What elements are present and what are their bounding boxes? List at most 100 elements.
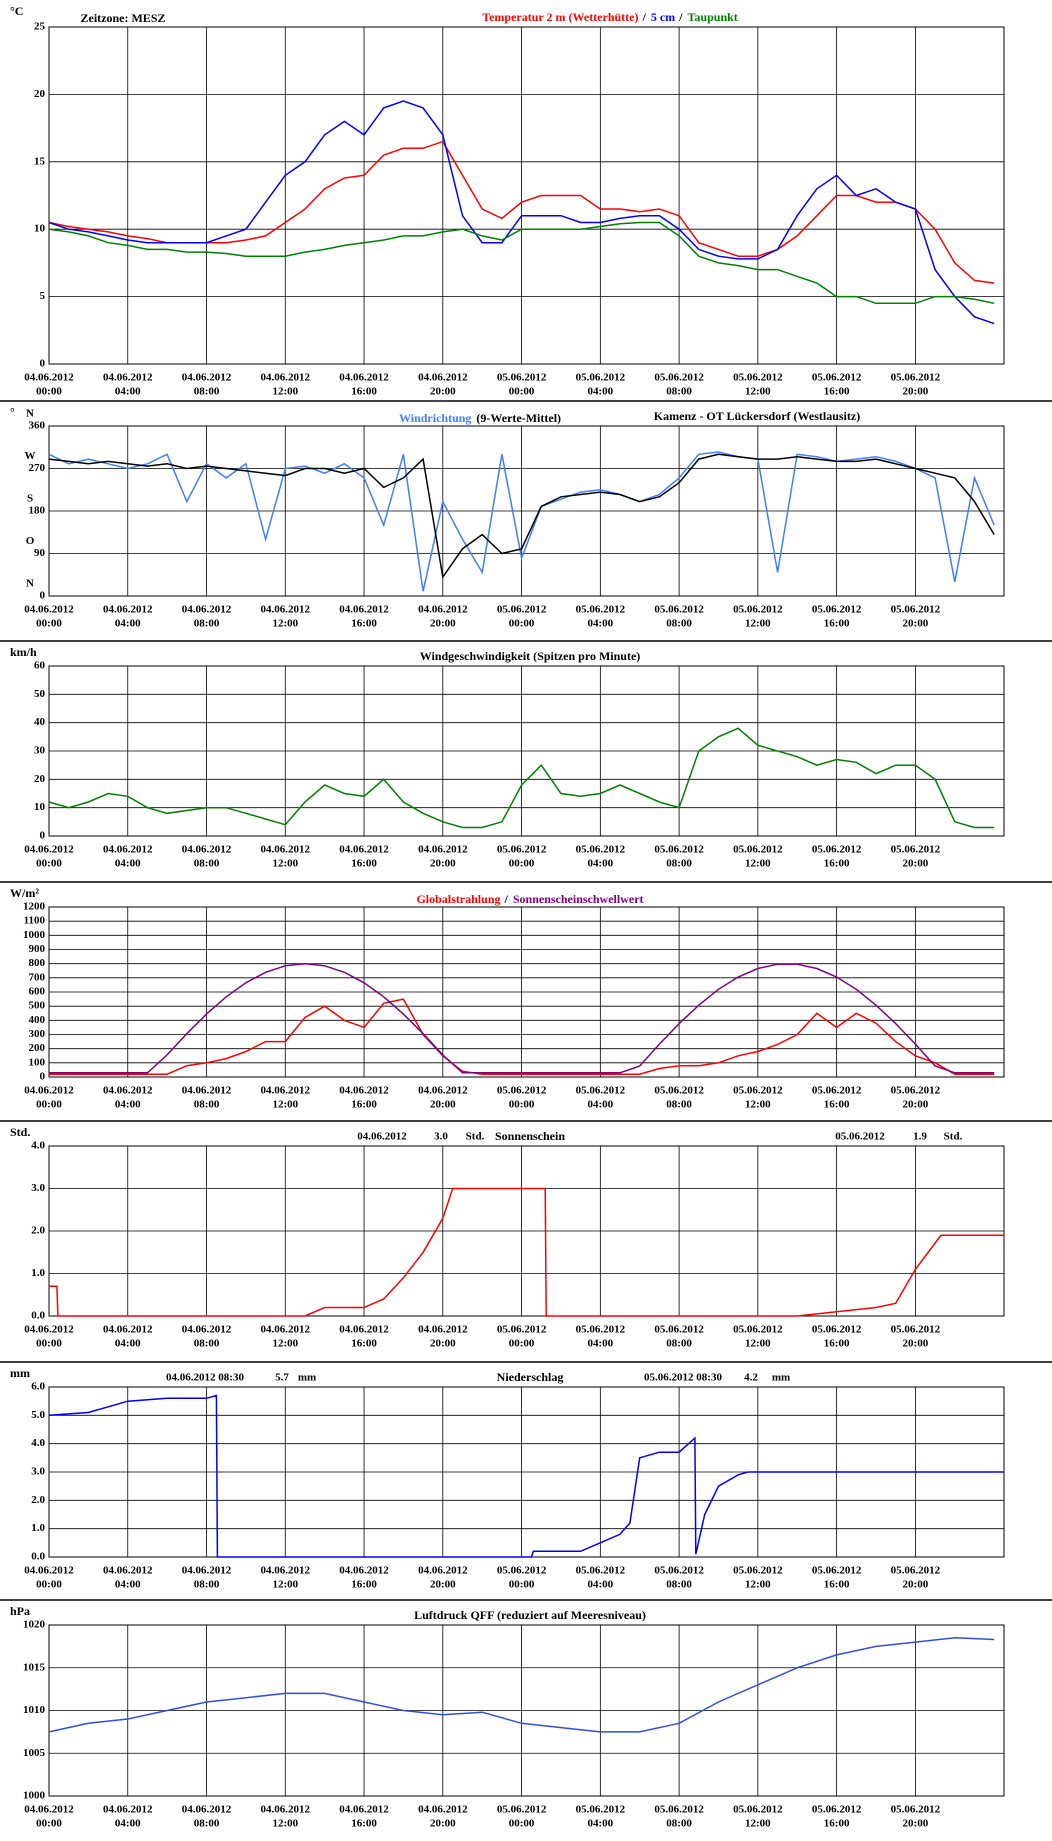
compass-label: W — [25, 450, 36, 462]
annotation: 1.9 — [913, 1131, 927, 1143]
x-tick-label: 04.06.2012 — [261, 604, 311, 616]
x-tick-label: 04.06.2012 — [261, 1085, 311, 1097]
y-tick-label: 0 — [40, 358, 46, 370]
x-tick-label: 05.06.2012 — [891, 1085, 941, 1097]
axis-unit: W/m² — [10, 886, 39, 900]
x-tick-label: 12:00 — [272, 858, 298, 870]
y-tick-label: 0.0 — [31, 1551, 45, 1563]
y-tick-label: 0 — [40, 830, 46, 842]
x-tick-label: 04.06.2012 — [103, 844, 153, 856]
x-tick-label: 05.06.2012 — [733, 372, 783, 384]
chart-title: Windgeschwindigkeit (Spitzen pro Minute) — [420, 649, 641, 663]
x-tick-label: 05.06.2012 — [497, 1324, 547, 1336]
legend: Globalstrahlung / Sonnenscheinschwellwert — [416, 892, 643, 906]
x-tick-label: 16:00 — [824, 1579, 850, 1591]
x-tick-label: 05.06.2012 — [812, 1804, 862, 1816]
y-tick-label: 20 — [34, 773, 46, 785]
x-tick-label: 05.06.2012 — [654, 372, 704, 384]
x-tick-label: 04.06.2012 — [24, 1085, 74, 1097]
y-tick-label: 1000 — [23, 929, 46, 941]
legend: Temperatur 2 m (Wetterhütte)/5 cm / Taupun… — [482, 10, 738, 24]
y-tick-label: 180 — [29, 505, 46, 517]
data-line — [48, 453, 995, 580]
y-tick-label: 1010 — [23, 1704, 46, 1716]
x-tick-label: 16:00 — [824, 618, 850, 630]
x-tick-label: 05.06.2012 — [733, 1565, 783, 1577]
y-tick-label: 1.0 — [31, 1267, 45, 1279]
y-tick-label: 0 — [40, 1071, 46, 1083]
x-tick-label: 04:00 — [115, 618, 141, 630]
x-tick-label: 04.06.2012 — [339, 844, 389, 856]
x-tick-label: 16:00 — [351, 1579, 377, 1591]
annotation: 04.06.2012 — [357, 1131, 407, 1143]
x-tick-label: 04.06.2012 — [339, 1804, 389, 1816]
annotation: 5.7 — [275, 1372, 289, 1384]
x-tick-label: 04.06.2012 — [261, 372, 311, 384]
data-line — [48, 221, 995, 305]
y-tick-label: 4.0 — [31, 1140, 45, 1152]
x-tick-label: 04.06.2012 — [418, 1804, 468, 1816]
y-tick-label: 400 — [29, 1014, 46, 1026]
compass-label: N — [26, 578, 34, 590]
y-tick-label: 10 — [34, 223, 46, 235]
x-tick-label: 04.06.2012 — [24, 604, 74, 616]
x-tick-label: 04.06.2012 — [339, 1085, 389, 1097]
x-tick-label: 05.06.2012 — [891, 1324, 941, 1336]
x-tick-label: 05.06.2012 — [497, 1565, 547, 1577]
y-tick-label: 1020 — [23, 1619, 46, 1631]
data-line — [49, 1187, 1004, 1317]
x-tick-label: 00:00 — [36, 1099, 62, 1111]
x-tick-label: 05.06.2012 — [497, 844, 547, 856]
x-tick-label: 08:00 — [666, 1099, 692, 1111]
x-tick-label: 08:00 — [194, 1818, 220, 1830]
x-tick-label: 04:00 — [588, 1338, 614, 1350]
x-tick-label: 20:00 — [430, 1579, 456, 1591]
x-tick-label: 12:00 — [272, 1818, 298, 1830]
x-tick-label: 04:00 — [115, 1579, 141, 1591]
x-tick-label: 00:00 — [509, 1099, 535, 1111]
y-tick-label: 90 — [34, 547, 46, 559]
y-tick-label: 5 — [40, 290, 46, 302]
x-tick-label: 16:00 — [351, 1099, 377, 1111]
y-tick-label: 500 — [29, 1000, 46, 1012]
x-tick-label: 04.06.2012 — [261, 1804, 311, 1816]
y-tick-label: 2.0 — [31, 1225, 45, 1237]
x-tick-label: 04.06.2012 — [103, 1085, 153, 1097]
x-tick-label: 04:00 — [588, 1099, 614, 1111]
annotation: 3.0 — [434, 1131, 448, 1143]
x-tick-label: 16:00 — [824, 1099, 850, 1111]
x-tick-label: 05.06.2012 — [733, 1804, 783, 1816]
x-tick-label: 04.06.2012 — [103, 604, 153, 616]
y-tick-label: 60 — [34, 660, 46, 672]
x-tick-label: 05.06.2012 — [497, 372, 547, 384]
y-tick-label: 360 — [29, 420, 46, 432]
x-tick-label: 12:00 — [272, 1099, 298, 1111]
x-tick-label: 05.06.2012 — [576, 844, 626, 856]
x-tick-label: 08:00 — [666, 858, 692, 870]
axis-unit: °C — [10, 4, 23, 18]
y-tick-label: 30 — [34, 745, 46, 757]
x-tick-label: 12:00 — [745, 1099, 771, 1111]
annotation: 04.06.2012 08:30 — [166, 1372, 244, 1384]
y-tick-label: 1.0 — [31, 1522, 45, 1534]
y-tick-label: 10 — [34, 801, 46, 813]
x-tick-label: 05.06.2012 — [497, 1085, 547, 1097]
x-tick-label: 04:00 — [588, 858, 614, 870]
x-tick-label: 05.06.2012 — [812, 1324, 862, 1336]
x-tick-label: 05.06.2012 — [812, 844, 862, 856]
x-tick-label: 20:00 — [903, 858, 929, 870]
x-tick-label: 16:00 — [351, 386, 377, 398]
x-tick-label: 12:00 — [272, 618, 298, 630]
legend-entry: Sonnenscheinschwellwert — [513, 892, 644, 906]
x-tick-label: 04.06.2012 — [103, 1565, 153, 1577]
x-tick-label: 20:00 — [903, 1338, 929, 1350]
x-tick-label: 08:00 — [194, 1099, 220, 1111]
x-tick-label: 04.06.2012 — [24, 1804, 74, 1816]
x-tick-label: 04.06.2012 — [182, 1804, 232, 1816]
x-tick-label: 05.06.2012 — [891, 1804, 941, 1816]
x-tick-label: 12:00 — [272, 1579, 298, 1591]
axis-unit: km/h — [10, 645, 37, 659]
x-tick-label: 04.06.2012 — [339, 372, 389, 384]
annotation: 05.06.2012 08:30 — [644, 1372, 722, 1384]
